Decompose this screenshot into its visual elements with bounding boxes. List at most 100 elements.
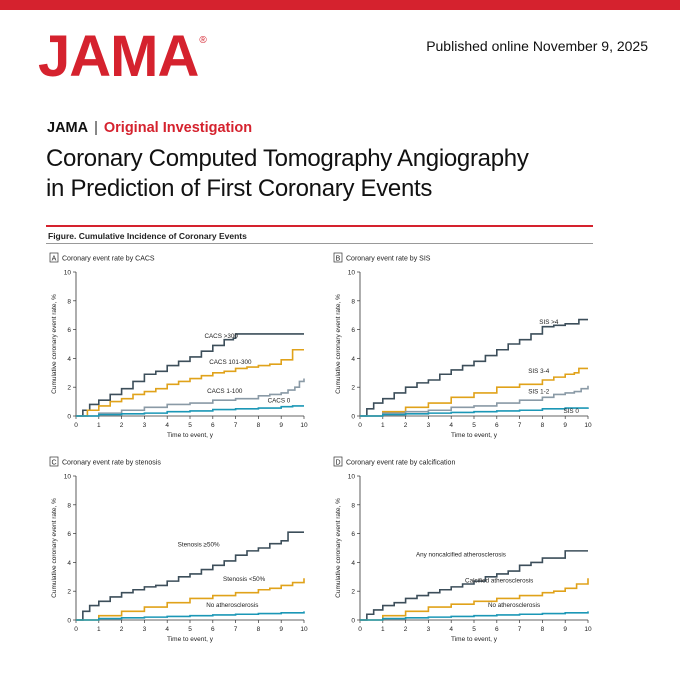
series-label: SIS >4 [539,319,559,326]
jama-logo: JAMA® [38,28,207,86]
x-tick-label: 5 [188,626,192,633]
x-tick-label: 4 [165,422,169,429]
x-axis-label: Time to event, y [167,636,214,643]
series-label: CACS 101-300 [209,359,252,366]
x-tick-label: 0 [358,422,362,429]
x-tick-label: 6 [495,626,499,633]
series-line-1 [76,531,304,621]
y-tick-label: 0 [351,618,355,625]
x-tick-label: 1 [381,626,385,633]
y-tick-label: 6 [67,327,71,334]
figure-title-rule [46,243,593,244]
x-tick-label: 8 [541,626,545,633]
journal-name: JAMA [47,120,89,136]
series-label: SIS 3-4 [528,368,549,375]
panel-title: Coronary event rate by CACS [62,256,155,263]
series-line-3 [360,611,589,621]
series-label: No atherosclerosis [206,602,258,609]
top-brand-bar [0,0,680,10]
series-line-4 [360,407,589,417]
panel-title: Coronary event rate by calcification [346,460,455,467]
series-line-1 [360,550,588,621]
series-line-4 [76,405,304,417]
x-tick-label: 8 [257,626,261,633]
series-line-3 [76,378,305,417]
y-tick-label: 8 [351,298,355,305]
y-tick-label: 2 [67,589,71,596]
x-tick-label: 1 [97,422,101,429]
panel-letter: B [336,256,341,263]
x-tick-label: 1 [97,626,101,633]
x-axis-label: Time to event, y [451,432,498,439]
x-tick-label: 7 [234,626,238,633]
y-tick-label: 8 [67,502,71,509]
x-tick-label: 9 [563,626,567,633]
series-line-1 [76,333,304,417]
x-tick-label: 3 [143,626,147,633]
x-tick-label: 8 [541,422,545,429]
chart-panel-a: A Coronary event rate by CACS 0 2 4 6 8 10 0 1 2 3 4… [49,252,308,439]
series-line-3 [360,385,589,417]
x-tick-label: 5 [472,626,476,633]
x-tick-label: 2 [120,422,124,429]
x-tick-label: 1 [381,422,385,429]
series-line-2 [76,348,304,417]
article-title: Coronary Computed Tomography Angiography… [46,144,606,204]
y-tick-label: 2 [351,589,355,596]
y-tick-label: 10 [64,474,72,481]
series-line-3 [76,611,305,621]
figure-title: Figure. Cumulative Incidence of Coronary… [48,231,247,241]
x-tick-label: 2 [404,422,408,429]
y-tick-label: 8 [67,298,71,305]
x-tick-label: 7 [234,422,238,429]
x-tick-label: 7 [518,422,522,429]
series-line-1 [360,318,588,417]
chart-panel-c: C Coronary event rate by stenosis 0 2 4 6 8 10 0… [49,456,308,643]
x-tick-label: 10 [584,422,592,429]
series-label: CACS 1-100 [207,388,243,395]
y-axis-label: Cumulative coronary event rate, % [335,498,342,598]
x-tick-label: 3 [427,422,431,429]
chart-panel-b: B Coronary event rate by SIS 0 2 4 6 8 10 0 1 2 3 4 5… [333,252,592,439]
figure-top-rule [46,225,593,227]
y-axis-label: Cumulative coronary event rate, % [335,294,342,394]
chart-panel-d: D Coronary event rate by calcification 0 2 4… [333,456,592,643]
y-tick-label: 6 [67,531,71,538]
y-tick-label: 10 [348,270,356,277]
panel-title: Coronary event rate by SIS [346,256,431,263]
logo-text: JAMA [38,24,199,89]
series-label: SIS 1-2 [528,389,549,396]
x-tick-label: 0 [74,626,78,633]
series-label: CACS >300 [204,333,238,340]
article-category: Original Investigation [103,120,253,136]
y-tick-label: 2 [351,385,355,392]
y-tick-label: 0 [351,414,355,421]
panel-letter: D [335,460,340,467]
panel-letter-box [333,252,343,263]
series-label: No atherosclerosis [488,602,540,609]
series-label: Any noncalcified atherosclerosis [416,552,506,559]
article-kicker: JAMA | Original Investigation [47,120,252,136]
series-label: Calcified atherosclerosis [465,578,533,585]
y-tick-label: 10 [348,474,356,481]
x-tick-label: 5 [188,422,192,429]
y-tick-label: 4 [351,356,355,363]
x-tick-label: 2 [120,626,124,633]
x-tick-label: 2 [404,626,408,633]
series-label: Stenosis <50% [223,576,266,583]
series-line-2 [76,578,305,621]
x-tick-label: 10 [300,626,308,633]
x-tick-label: 3 [143,422,147,429]
series-label: Stenosis ≥50% [178,542,220,549]
x-tick-label: 8 [257,422,261,429]
kicker-separator: | [94,120,98,136]
published-date: Published online November 9, 2025 [426,38,648,54]
x-tick-label: 10 [584,626,592,633]
panel-letter: A [52,256,57,263]
x-tick-label: 9 [279,422,283,429]
y-tick-label: 0 [67,414,71,421]
panel-letter-box [333,456,343,467]
x-tick-label: 5 [472,422,476,429]
series-label: CACS 0 [268,397,291,404]
panel-letter-box [49,456,59,467]
